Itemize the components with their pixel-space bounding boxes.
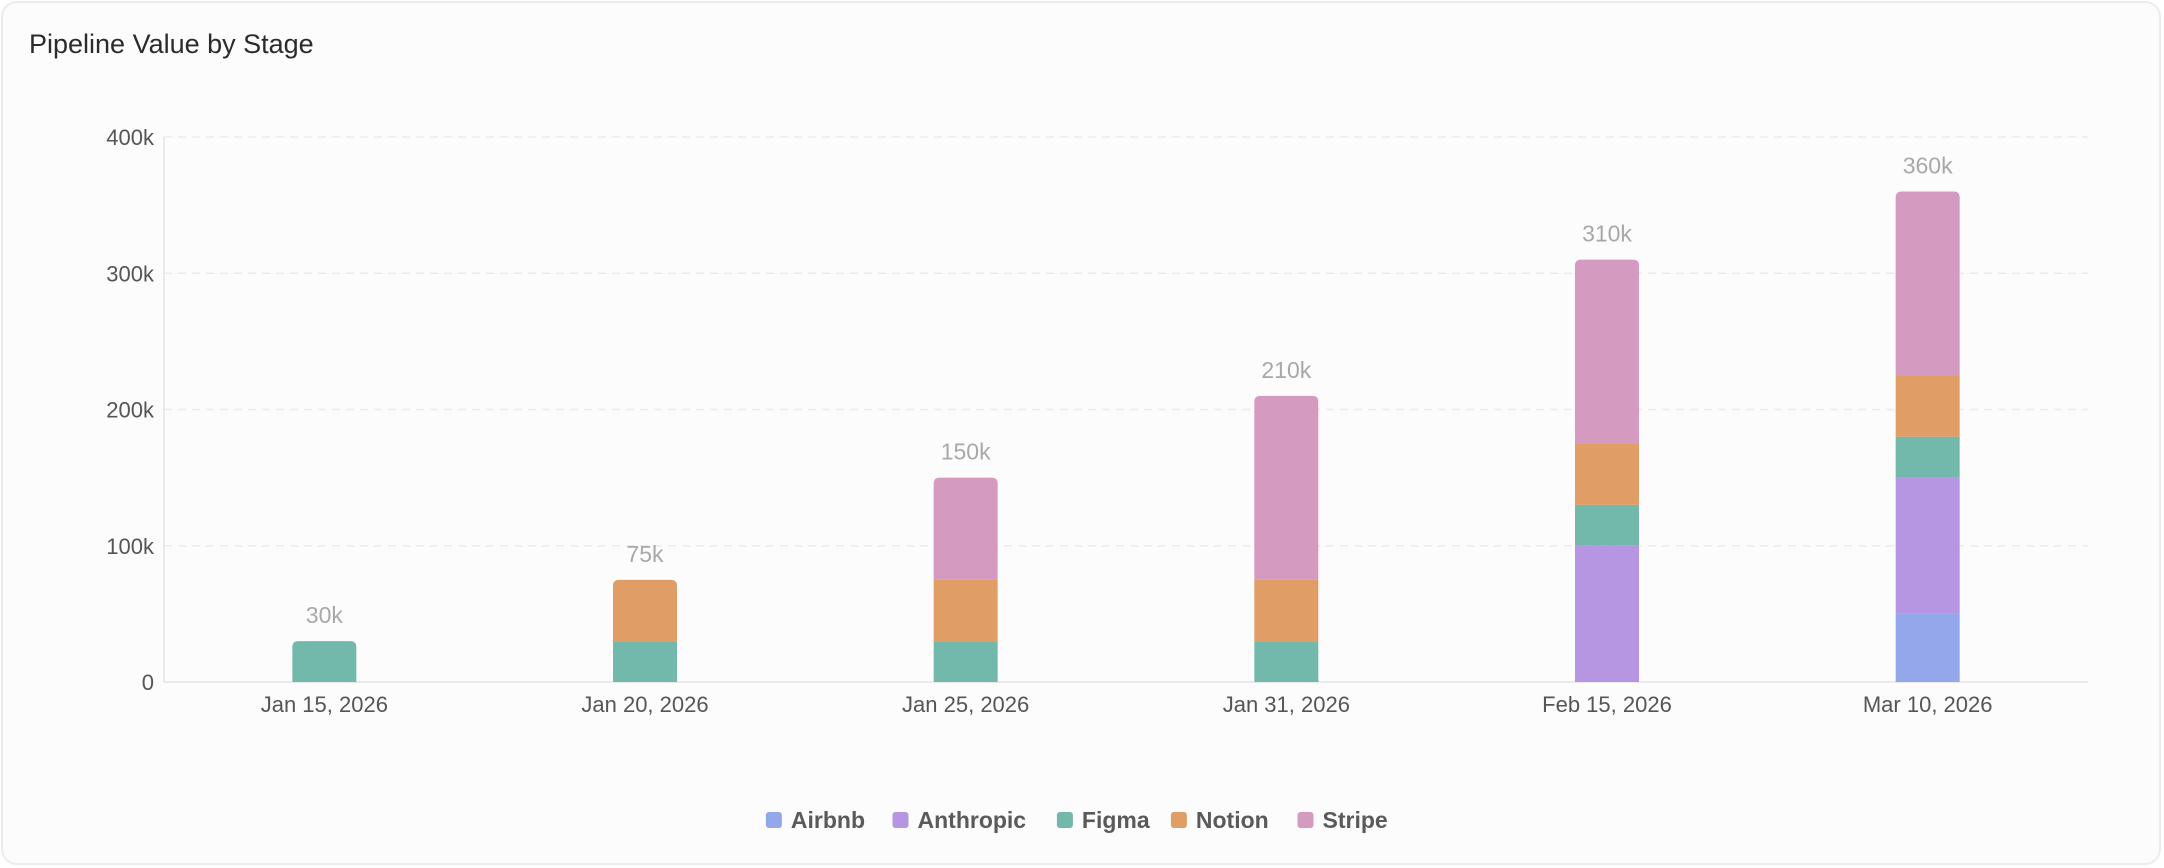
bar-segment-stripe xyxy=(933,477,998,580)
x-tick-label: Feb 15, 2026 xyxy=(1542,692,1672,717)
bar-segment-notion xyxy=(1254,579,1319,642)
bar-total-label: 310k xyxy=(1582,221,1632,247)
legend-swatch-stripe xyxy=(1297,812,1314,828)
bar-segment-airbnb xyxy=(1895,613,1960,682)
bar-segment-notion xyxy=(933,579,998,642)
bar-segment-stripe xyxy=(1575,259,1639,444)
y-tick-label: 300k xyxy=(106,261,155,286)
x-tick-label: Jan 25, 2026 xyxy=(902,692,1029,717)
bar-segment-notion xyxy=(1895,375,1960,437)
legend-swatch-notion xyxy=(1170,812,1187,828)
x-tick-label: Mar 10, 2026 xyxy=(1863,692,1993,717)
bar-total-label: 150k xyxy=(941,439,991,465)
bar-segment-stripe xyxy=(1254,395,1319,580)
bar-segment-notion xyxy=(1575,443,1639,505)
bar-total-label: 30k xyxy=(306,602,344,628)
legend-swatch-airbnb xyxy=(765,812,782,828)
legend-label-notion: Notion xyxy=(1196,807,1269,833)
bar-segment-anthropic xyxy=(1895,477,1960,614)
legend-label-stripe: Stripe xyxy=(1323,807,1388,833)
bar-segment-notion xyxy=(613,579,677,642)
y-tick-label: 400k xyxy=(106,125,155,150)
y-tick-label: 200k xyxy=(106,398,155,423)
bar-segment-stripe xyxy=(1895,191,1960,376)
bar-total-label: 75k xyxy=(626,541,664,567)
x-tick-label: Jan 31, 2026 xyxy=(1223,692,1350,717)
bar-total-label: 210k xyxy=(1261,357,1311,383)
x-tick-label: Jan 15, 2026 xyxy=(261,692,388,717)
bar-segment-figma xyxy=(1254,641,1319,682)
legend-label-anthropic: Anthropic xyxy=(918,807,1027,833)
bar-segment-figma xyxy=(613,641,677,682)
y-tick-label: 100k xyxy=(106,534,155,559)
bar-segment-figma xyxy=(1895,436,1960,478)
legend-swatch-anthropic xyxy=(892,812,909,828)
y-tick-label: 0 xyxy=(142,670,154,695)
x-tick-label: Jan 20, 2026 xyxy=(581,692,708,717)
legend-label-figma: Figma xyxy=(1082,807,1150,833)
bar-total-label: 360k xyxy=(1903,153,1953,179)
bar-segment-figma xyxy=(292,641,357,682)
chart-title: Pipeline Value by Stage xyxy=(29,29,314,59)
bar-segment-figma xyxy=(933,641,998,682)
bar-segment-anthropic xyxy=(1575,545,1639,682)
legend-label-airbnb: Airbnb xyxy=(791,807,865,833)
bar-segment-figma xyxy=(1575,504,1639,546)
legend-swatch-figma xyxy=(1056,812,1073,828)
